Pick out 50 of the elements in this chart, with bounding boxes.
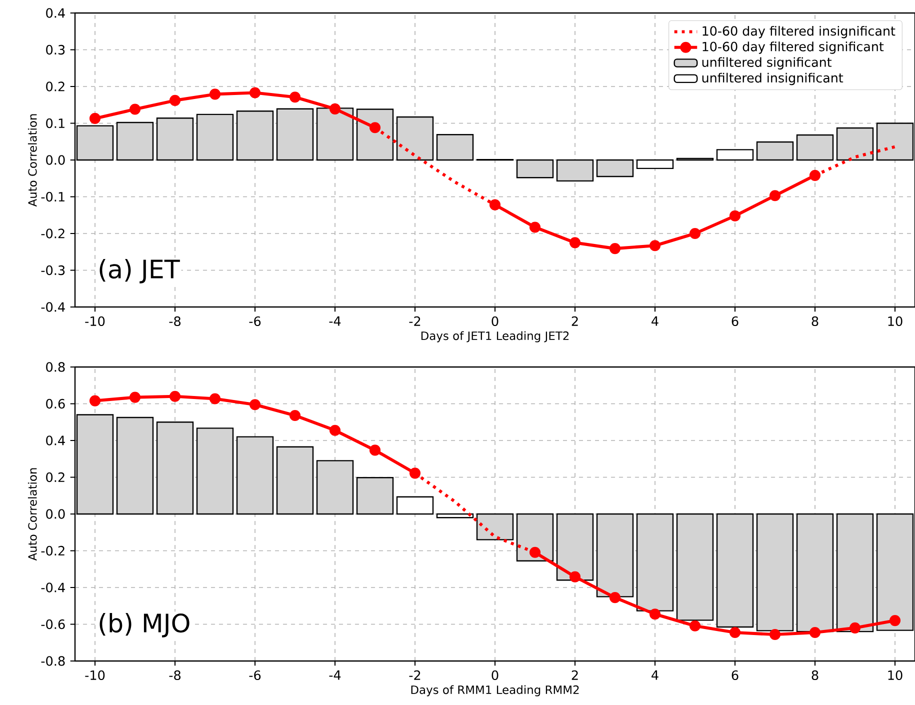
y-tick-label: -0.4 (41, 582, 65, 592)
x-tick-label: 2 (572, 316, 578, 326)
x-axis-title: Days of RMM1 Leading RMM2 (411, 685, 579, 696)
x-tick-label: -8 (169, 670, 181, 680)
y-tick-label: 0.0 (46, 155, 65, 165)
y-tick-label: -0.4 (41, 302, 65, 312)
y-tick-label: 0.0 (46, 509, 65, 519)
x-tick-label: 8 (812, 316, 818, 326)
y-tick-label: 0.4 (46, 436, 65, 446)
legend-label: 10-60 day filtered significant (702, 42, 884, 54)
y-tick-label: 0.3 (46, 44, 65, 55)
y-tick-label: 0.6 (46, 398, 65, 409)
y-tick-label: -0.6 (41, 619, 65, 630)
y-tick-label: 0.2 (46, 472, 64, 482)
x-tick-label: -6 (249, 316, 261, 326)
annotation: (a) JET (100, 259, 180, 284)
x-axis-title: Days of JET1 Leading JET2 (421, 331, 569, 342)
x-tick-label: -6 (249, 670, 261, 680)
y-tick-label: 0.4 (46, 8, 65, 18)
y-tick-label: -0.1 (41, 192, 64, 202)
legend-label: unfiltered significant (702, 57, 832, 70)
y-tick-label: 0.8 (46, 362, 65, 372)
x-tick-label: 4 (652, 316, 658, 326)
x-tick-label: 10 (888, 670, 902, 680)
x-tick-label: 10 (888, 316, 902, 326)
x-tick-label: 0 (492, 316, 498, 326)
legend-label: unfiltered insignificant (702, 72, 844, 86)
y-tick-label: -0.8 (41, 656, 65, 666)
x-tick-label: -2 (409, 670, 420, 680)
annotation: (b) MJO (100, 613, 190, 638)
y-tick-label: 0.1 (46, 118, 64, 128)
x-tick-label: -4 (329, 670, 341, 680)
x-tick-label: 8 (812, 670, 818, 680)
x-tick-label: -8 (169, 316, 181, 326)
x-tick-label: -10 (85, 670, 105, 680)
x-tick-label: 6 (732, 316, 738, 326)
y-tick-label: 0.2 (46, 82, 64, 92)
legend-label: 10-60 day filtered insignificant (702, 26, 896, 38)
y-tick-label: -0.2 (41, 228, 64, 238)
y-tick-label: -0.3 (41, 265, 65, 276)
x-tick-label: 0 (492, 670, 498, 680)
x-tick-label: 6 (732, 670, 738, 680)
y-axis-title: Auto Correlation (28, 114, 37, 207)
x-tick-label: -10 (85, 316, 105, 326)
y-axis-title: Auto Correlation (28, 468, 37, 561)
x-tick-label: -2 (409, 316, 420, 326)
x-tick-label: -4 (329, 316, 341, 326)
x-tick-label: 2 (572, 670, 578, 680)
x-tick-label: 4 (652, 670, 658, 680)
y-tick-label: -0.2 (41, 546, 64, 556)
